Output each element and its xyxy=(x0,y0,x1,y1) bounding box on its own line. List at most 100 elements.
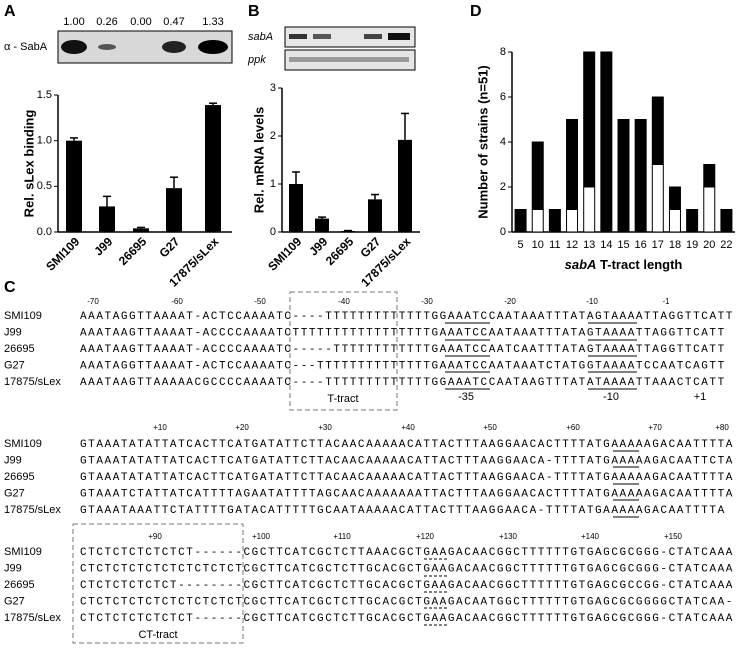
x-tick-label: SMI109 xyxy=(265,234,304,273)
annotation: +1 xyxy=(694,391,707,403)
x-tick-label: G27 xyxy=(156,234,182,260)
ruler-label: +100 xyxy=(252,532,271,541)
bar-segment xyxy=(703,186,716,233)
start-codon-underlines xyxy=(424,558,448,626)
ruler-label: +80 xyxy=(715,423,729,432)
x-tick-label: G27 xyxy=(357,234,383,260)
bar xyxy=(205,105,221,232)
blot-band xyxy=(198,40,228,54)
y-tick-label: 6 xyxy=(500,91,506,103)
x-tick-label: 13 xyxy=(583,239,595,251)
sequence: GTAAATATATTATCACTTCATGATATTCTTACAACAAAAA… xyxy=(80,472,733,484)
y-tick-label: 4 xyxy=(500,136,506,148)
sequence: AAATAGGTTAAAAT-ACTCCAAAATC---TTTTTTTTTTT… xyxy=(80,360,725,372)
strain-name: 26695 xyxy=(4,579,35,591)
blot-value: 0.26 xyxy=(96,16,117,28)
bar-segment xyxy=(531,209,544,233)
blot-band xyxy=(61,40,87,54)
gel-band xyxy=(388,33,410,40)
y-tick-label: 0 xyxy=(500,226,506,238)
ruler-label: -30 xyxy=(421,297,433,306)
y-tick-label: 2 xyxy=(270,130,276,142)
sequence: CTCTCTCTCTCTCTCTCTCTCGCTTCATCGCTCTTGCACG… xyxy=(80,596,732,608)
bar xyxy=(133,228,149,232)
annotation: -35 xyxy=(458,391,474,403)
sequence: CTCTCTCTCTCTCT------CGCTTCATCGCTCTTAAACG… xyxy=(80,547,733,559)
ruler-label: +130 xyxy=(499,532,518,541)
ruler-label: +30 xyxy=(318,423,332,432)
bar-segment xyxy=(634,119,647,233)
blot-band xyxy=(98,44,116,50)
bar xyxy=(66,140,82,232)
x-tick-label: 14 xyxy=(600,239,612,251)
x-axis-label-gene: sabA xyxy=(565,257,597,272)
bar-segment xyxy=(583,186,596,233)
strain-name: 26695 xyxy=(4,343,35,355)
strain-name: SMI109 xyxy=(4,310,42,322)
strain-name: 17875/sLex xyxy=(4,612,61,624)
x-tick-label: 22 xyxy=(720,239,732,251)
strain-name: 17875/sLex xyxy=(4,504,61,516)
y-tick-label: 2 xyxy=(500,181,506,193)
bar xyxy=(341,231,355,232)
underlines xyxy=(445,322,639,518)
strain-name: 17875/sLex xyxy=(4,376,61,388)
bar-segment xyxy=(514,209,527,233)
sequence: GTAAATCTATTATCATTTTAGAATATTTTAGCAACAAAAA… xyxy=(80,488,733,500)
x-tick-label: 20 xyxy=(703,239,715,251)
gel-band xyxy=(313,34,331,39)
annotation: CT-tract xyxy=(138,629,177,641)
ruler-label: +60 xyxy=(566,423,580,432)
sequence: CTCTCTCTCTCTCT------CGCTTCATCGCTCTTGCACG… xyxy=(80,613,733,625)
gel-band xyxy=(289,34,307,39)
y-axis-label: Number of strains (n=51) xyxy=(475,65,490,219)
bar-segment xyxy=(583,51,596,188)
x-tick-label: 12 xyxy=(566,239,578,251)
sequence: GTAAATATATTATCACTTCATGATATTCTTACAACAAAAA… xyxy=(80,439,733,451)
y-tick-label: 1.0 xyxy=(37,135,52,147)
panel-label: B xyxy=(248,3,260,20)
bar-segment xyxy=(668,209,681,233)
ruler-label: -60 xyxy=(171,297,183,306)
x-tick-label: 5 xyxy=(518,239,524,251)
ruler-label: -50 xyxy=(254,297,266,306)
bar-segment xyxy=(668,186,681,210)
blot-value: 1.00 xyxy=(63,16,84,28)
ct-tract-box xyxy=(72,523,244,644)
bar xyxy=(166,188,182,232)
bar xyxy=(398,139,412,232)
y-axis-label: Rel. sLex binding xyxy=(21,110,36,218)
ruler-label: -70 xyxy=(87,297,99,306)
bar-segment xyxy=(686,209,699,233)
sequence: AAATAAGTTAAAAT-ACCCCAAAATCTTTTTTTTTTTTTT… xyxy=(80,327,725,339)
bar-segment xyxy=(566,209,579,233)
strain-name: J99 xyxy=(4,562,22,574)
sequence: AAATAAGTTAAAAT-ACCCCAAAATC-----TTTTTTTTT… xyxy=(80,344,725,356)
strain-name: 26695 xyxy=(4,471,35,483)
sequence: GTAAATATATTATCACTTCATGATATTCTTACAACAAAAA… xyxy=(80,455,733,467)
blot-band xyxy=(162,41,186,53)
ruler-label: +140 xyxy=(581,532,600,541)
gel-label: ppk xyxy=(247,54,266,66)
x-tick-label: 17 xyxy=(652,239,664,251)
strain-name: SMI109 xyxy=(4,546,42,558)
ruler-label: -20 xyxy=(504,297,516,306)
x-tick-label: 18 xyxy=(669,239,681,251)
ruler-label: -40 xyxy=(338,297,350,306)
gel-band xyxy=(289,57,409,62)
panel-label: D xyxy=(470,3,482,20)
x-tick-label: 11 xyxy=(549,239,560,251)
strain-name: SMI109 xyxy=(4,438,42,450)
bar-segment xyxy=(720,209,733,233)
blot-value: 0.47 xyxy=(163,16,184,28)
ruler-label: +40 xyxy=(401,423,415,432)
bar xyxy=(99,206,115,232)
y-tick-label: 8 xyxy=(500,46,506,58)
panel-label: C xyxy=(4,279,16,296)
ruler-label: +20 xyxy=(235,423,249,432)
x-axis-label-text: T-tract length xyxy=(600,257,682,272)
annotation: T-tract xyxy=(327,393,358,405)
ruler-label: +10 xyxy=(153,423,167,432)
bar-segment xyxy=(651,96,664,165)
sequence: AAATAAGTTAAAAACGCCCCAAAATC----TTTTTTTTTT… xyxy=(80,377,725,389)
